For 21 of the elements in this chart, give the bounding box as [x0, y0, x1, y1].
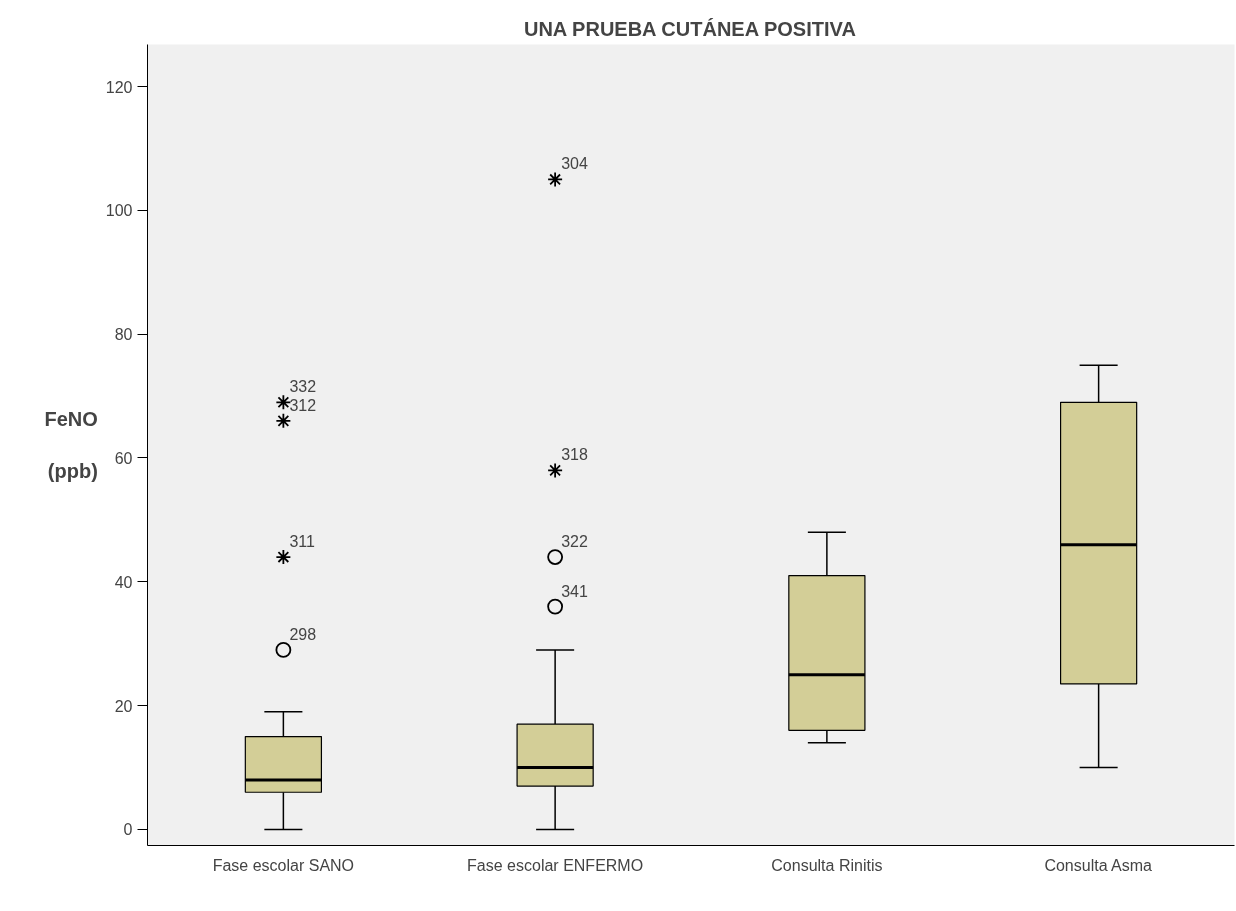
annotation: 341	[561, 582, 588, 600]
y-tick-label: 120	[105, 78, 133, 96]
annotation: 332	[289, 378, 317, 396]
y-tick-label: 0	[123, 821, 133, 839]
y-tick-label: 100	[105, 202, 133, 220]
x-tick-label: Consulta Rinitis	[771, 856, 883, 874]
y-tick-label: 20	[114, 697, 133, 715]
x-tick-label: Consulta Asma	[1044, 856, 1153, 874]
y-tick-label: 80	[114, 326, 133, 344]
annotation: 298	[289, 625, 317, 643]
y-tick-label: 60	[114, 450, 133, 467]
annotation: 304	[561, 155, 588, 173]
annotation: 318	[561, 446, 588, 464]
annotation: 311	[289, 533, 315, 551]
annotation: 322	[561, 533, 588, 551]
annotation: 312	[289, 396, 317, 414]
x-tick-label: Fase escolar SANO	[212, 856, 355, 874]
y-tick-label: 40	[114, 573, 133, 591]
text: FeNO (ppb)	[44, 407, 98, 483]
chart-title: UNA PRUEBA CUTÁNEA POSITIVA	[523, 17, 856, 40]
x-tick-label: Fase escolar ENFERMO	[467, 856, 644, 874]
